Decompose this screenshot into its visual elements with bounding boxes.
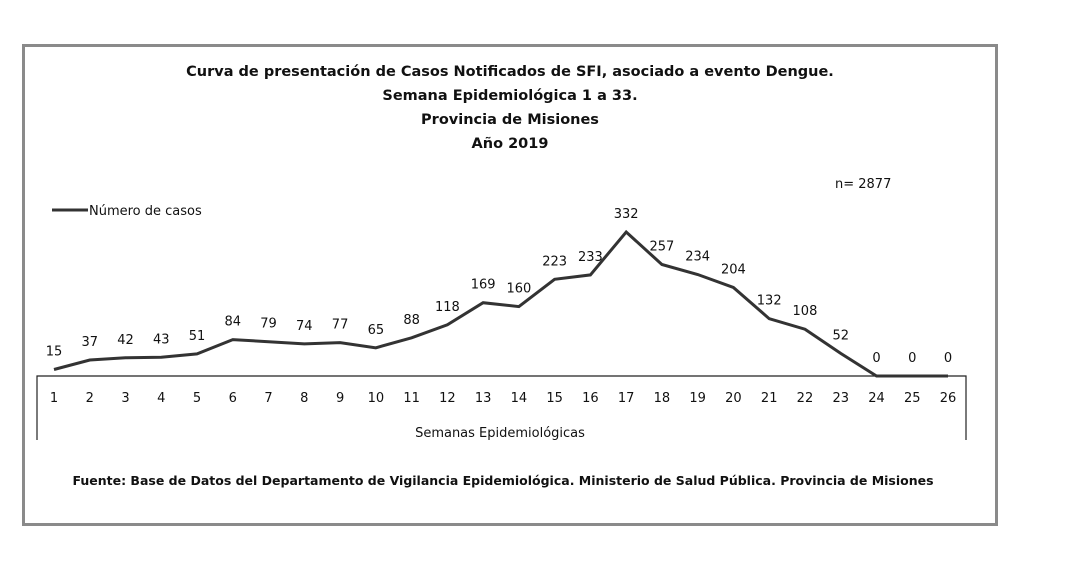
data-label: 77 bbox=[332, 318, 349, 333]
x-tick-label: 12 bbox=[439, 391, 456, 406]
x-tick-label: 22 bbox=[797, 391, 814, 406]
x-tick-label: 24 bbox=[868, 391, 885, 406]
x-tick-label: 5 bbox=[193, 391, 201, 406]
x-tick-label: 2 bbox=[86, 391, 94, 406]
data-label: 118 bbox=[435, 300, 460, 315]
data-label: 233 bbox=[578, 250, 603, 265]
x-tick-label: 23 bbox=[832, 391, 849, 406]
x-tick-label: 14 bbox=[511, 391, 528, 406]
data-label: 15 bbox=[46, 344, 63, 359]
data-label: 52 bbox=[832, 328, 849, 343]
data-label: 79 bbox=[260, 317, 277, 332]
data-label: 204 bbox=[721, 263, 746, 278]
data-label: 65 bbox=[368, 323, 385, 338]
data-label: 43 bbox=[153, 332, 170, 347]
chart-title-line-3: Provincia de Misiones bbox=[421, 112, 599, 128]
x-tick-label: 9 bbox=[336, 391, 344, 406]
x-tick-label: 16 bbox=[582, 391, 599, 406]
data-label: 42 bbox=[117, 333, 134, 348]
x-tick-label: 4 bbox=[157, 391, 165, 406]
x-tick-label: 18 bbox=[654, 391, 671, 406]
data-label: 88 bbox=[403, 313, 420, 328]
x-axis-box bbox=[36, 375, 967, 440]
x-tick-label: 19 bbox=[689, 391, 706, 406]
chart-title-line-1: Curva de presentación de Casos Notificad… bbox=[186, 64, 834, 80]
x-tick-label: 15 bbox=[546, 391, 563, 406]
x-tick-label: 1 bbox=[50, 391, 58, 406]
x-tick-label: 13 bbox=[475, 391, 492, 406]
data-label: 160 bbox=[506, 282, 531, 297]
x-tick-label: 6 bbox=[229, 391, 237, 406]
x-tick-label: 10 bbox=[368, 391, 385, 406]
x-tick-label: 25 bbox=[904, 391, 921, 406]
x-tick-label: 3 bbox=[121, 391, 129, 406]
data-label: 37 bbox=[81, 335, 98, 350]
series-line bbox=[53, 229, 948, 378]
data-label: 257 bbox=[650, 240, 675, 255]
data-label: 0 bbox=[944, 351, 952, 366]
data-label: 223 bbox=[542, 254, 567, 269]
data-label: 0 bbox=[908, 351, 916, 366]
x-tick-label: 17 bbox=[618, 391, 635, 406]
chart-frame bbox=[22, 44, 998, 526]
data-label: 169 bbox=[471, 278, 496, 293]
n-annotation: n= 2877 bbox=[835, 177, 891, 192]
data-label: 132 bbox=[757, 294, 782, 309]
chart-title-line-4: Año 2019 bbox=[471, 136, 549, 152]
source-note: Fuente: Base de Datos del Departamento d… bbox=[72, 473, 934, 488]
legend-label: Número de casos bbox=[89, 204, 202, 219]
x-tick-label: 7 bbox=[264, 391, 272, 406]
x-tick-label: 20 bbox=[725, 391, 742, 406]
data-label: 234 bbox=[685, 250, 710, 265]
x-tick-label: 21 bbox=[761, 391, 778, 406]
x-tick-label: 8 bbox=[300, 391, 308, 406]
chart-title-line-2: Semana Epidemiológica 1 a 33. bbox=[382, 88, 638, 104]
data-label: 0 bbox=[872, 351, 880, 366]
x-tick-label: 26 bbox=[940, 391, 957, 406]
data-label: 51 bbox=[189, 329, 206, 344]
x-axis-label: Semanas Epidemiológicas bbox=[415, 426, 585, 441]
data-label: 332 bbox=[614, 207, 639, 222]
x-tick-label: 11 bbox=[403, 391, 420, 406]
data-label: 108 bbox=[793, 304, 818, 319]
data-label: 84 bbox=[225, 315, 242, 330]
data-label: 74 bbox=[296, 319, 313, 334]
